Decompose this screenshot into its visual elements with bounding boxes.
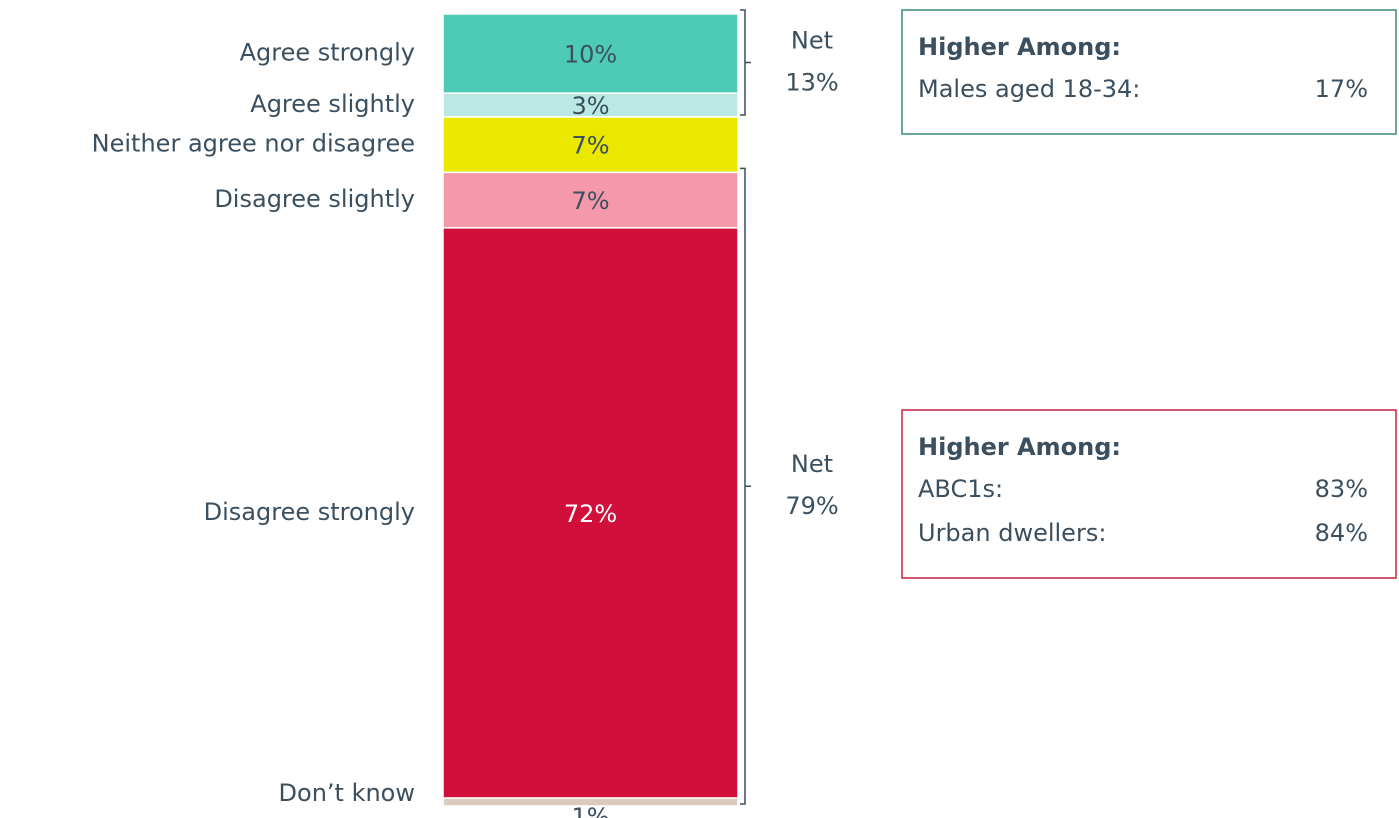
callout-box xyxy=(901,9,1397,135)
value-label: 7% xyxy=(571,132,609,160)
net-label: Net xyxy=(791,450,833,478)
bar-segment xyxy=(442,13,739,94)
value-label: 1% xyxy=(571,803,609,818)
net-label: Net xyxy=(791,26,833,54)
bracket xyxy=(740,167,751,805)
value-label: 10% xyxy=(564,41,617,69)
callout-box xyxy=(901,409,1397,579)
value-label: 7% xyxy=(571,187,609,215)
category-label: Disagree strongly xyxy=(204,498,415,526)
category-label: Disagree slightly xyxy=(214,185,415,213)
category-label: Agree slightly xyxy=(250,90,415,118)
callout-row-value: 17% xyxy=(1315,75,1368,103)
category-label: Agree strongly xyxy=(240,39,415,67)
bracket xyxy=(740,9,751,116)
callout-title: Higher Among: xyxy=(918,433,1121,461)
value-label: 3% xyxy=(571,92,609,120)
value-label: 72% xyxy=(564,500,617,528)
callout-row-label: ABC1s: xyxy=(918,475,1003,503)
category-label: Neither agree nor disagree xyxy=(92,130,415,158)
callout-row-value: 83% xyxy=(1315,475,1368,503)
callout-row-label: Males aged 18-34: xyxy=(918,75,1140,103)
bar-segment xyxy=(442,116,739,174)
bar-segment xyxy=(442,227,739,799)
callout-row-value: 84% xyxy=(1315,519,1368,547)
net-value: 79% xyxy=(785,492,838,520)
bar-segment xyxy=(442,171,739,229)
callout-row-label: Urban dwellers: xyxy=(918,519,1106,547)
bar-segment xyxy=(442,797,739,807)
net-value: 13% xyxy=(785,68,838,96)
category-label: Don’t know xyxy=(279,779,415,807)
callout-title: Higher Among: xyxy=(918,33,1121,61)
